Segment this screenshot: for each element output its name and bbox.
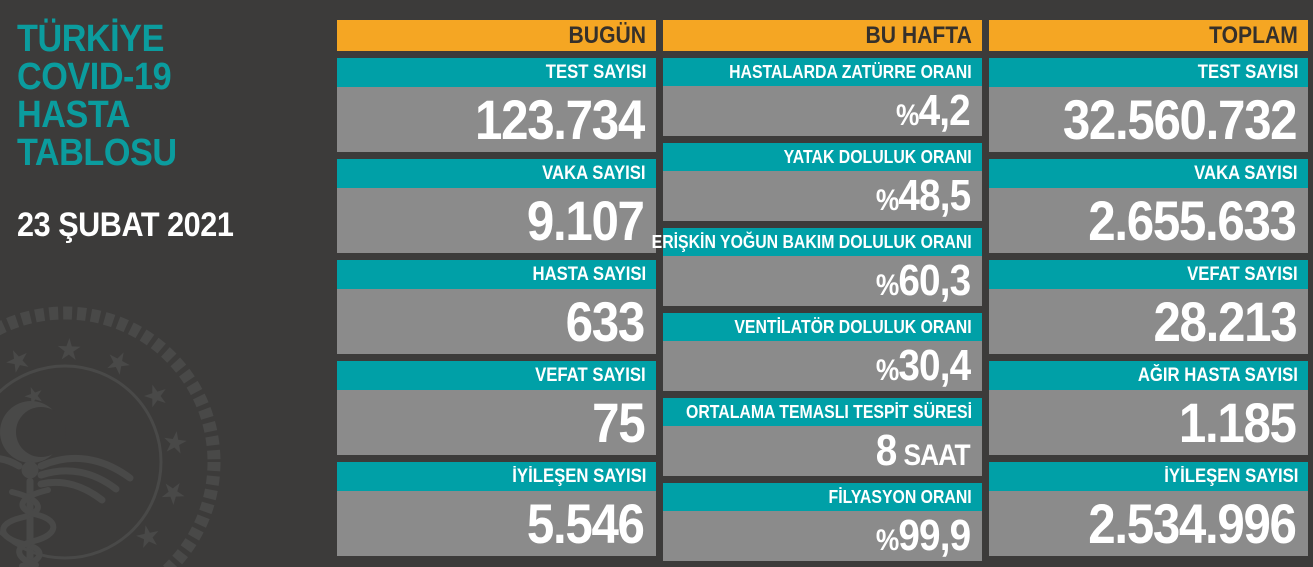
stat-value: %60,3	[663, 256, 982, 306]
stat-block-vefat-sayisi-toplam: VEFAT SAYISI 28.213	[989, 260, 1308, 354]
stat-value: 8 SAAT	[663, 426, 982, 476]
stat-block-vaka-sayisi-toplam: VAKA SAYISI 2.655.633	[989, 159, 1308, 253]
stat-label: VEFAT SAYISI	[989, 260, 1308, 289]
title-line-4: TABLOSU	[17, 132, 177, 174]
stat-value: 28.213	[989, 289, 1308, 354]
column-bu-hafta: BU HAFTA HASTALARDA ZATÜRRE ORANI %4,2 Y…	[652, 20, 982, 561]
stat-label: İYİLEŞEN SAYISI	[989, 462, 1308, 491]
stat-label: TEST SAYISI	[989, 58, 1308, 87]
title-line-3: HASTA	[17, 94, 131, 136]
report-date: 23 ŞUBAT 2021	[17, 206, 234, 244]
stat-label: HASTALARDA ZATÜRRE ORANI	[663, 58, 982, 86]
stat-value: 75	[337, 390, 656, 455]
stat-block-zaturre-orani: HASTALARDA ZATÜRRE ORANI %4,2	[663, 58, 982, 136]
title-line-2: COVID-19	[17, 56, 172, 98]
stat-block-agir-hasta-sayisi-toplam: AĞIR HASTA SAYISI 1.185	[989, 361, 1308, 455]
stat-label: AĞIR HASTA SAYISI	[989, 361, 1308, 390]
stat-block-hasta-sayisi-bugun: HASTA SAYISI 633	[337, 260, 656, 354]
stat-label: ERİŞKİN YOĞUN BAKIM DOLULUK ORANI	[652, 228, 982, 256]
page-title: TÜRKİYE COVID-19 HASTA TABLOSU	[17, 20, 194, 172]
stat-value: %30,4	[663, 341, 982, 391]
stat-block-test-sayisi-bugun: TEST SAYISI 123.734	[337, 58, 656, 152]
stat-label: ORTALAMA TEMASLI TESPİT SÜRESİ	[663, 398, 982, 426]
stat-value: %48,5	[663, 171, 982, 221]
stat-value: 5.546	[337, 491, 656, 556]
title-line-1: TÜRKİYE	[17, 18, 164, 60]
stat-block-yatak-doluluk-orani: YATAK DOLULUK ORANI %48,5	[663, 143, 982, 221]
stat-value: %99,9	[663, 511, 982, 561]
stat-block-iyilesen-sayisi-toplam: İYİLEŞEN SAYISI 2.534.996	[989, 462, 1308, 556]
stat-block-vefat-sayisi-bugun: VEFAT SAYISI 75	[337, 361, 656, 455]
stat-block-iyilesen-sayisi-bugun: İYİLEŞEN SAYISI 5.546	[337, 462, 656, 556]
stat-block-test-sayisi-toplam: TEST SAYISI 32.560.732	[989, 58, 1308, 152]
stat-label: TEST SAYISI	[337, 58, 656, 87]
stat-value: 123.734	[337, 87, 656, 152]
stat-label: VAKA SAYISI	[989, 159, 1308, 188]
column-header-bugun: BUGÜN	[337, 20, 656, 51]
stat-label: YATAK DOLULUK ORANI	[663, 143, 982, 171]
stat-label: FİLYASYON ORANI	[663, 483, 982, 511]
stat-label: VAKA SAYISI	[337, 159, 656, 188]
health-ministry-emblem-icon	[0, 306, 221, 567]
stat-label: HASTA SAYISI	[337, 260, 656, 289]
stat-label: İYİLEŞEN SAYISI	[337, 462, 656, 491]
column-bugun: BUGÜN TEST SAYISI 123.734 VAKA SAYISI 9.…	[337, 20, 656, 556]
stat-block-yogun-bakim-doluluk-orani: ERİŞKİN YOĞUN BAKIM DOLULUK ORANI %60,3	[652, 228, 982, 306]
stat-block-vaka-sayisi-bugun: VAKA SAYISI 9.107	[337, 159, 656, 253]
stat-value: 1.185	[989, 390, 1308, 455]
stat-value: 2.655.633	[989, 188, 1308, 253]
stat-label: VEFAT SAYISI	[337, 361, 656, 390]
stat-value: 32.560.732	[989, 87, 1308, 152]
column-toplam: TOPLAM TEST SAYISI 32.560.732 VAKA SAYIS…	[989, 20, 1308, 556]
stat-block-temasli-tespit-suresi: ORTALAMA TEMASLI TESPİT SÜRESİ 8 SAAT	[663, 398, 982, 476]
column-header-bu-hafta: BU HAFTA	[663, 20, 982, 51]
stat-value: 9.107	[337, 188, 656, 253]
stat-value: %4,2	[663, 86, 982, 136]
stat-value: 2.534.996	[989, 491, 1308, 556]
column-header-toplam: TOPLAM	[989, 20, 1308, 51]
stat-label: VENTİLATÖR DOLULUK ORANI	[663, 313, 982, 341]
stat-block-filyasyon-orani: FİLYASYON ORANI %99,9	[663, 483, 982, 561]
stat-block-ventilator-doluluk-orani: VENTİLATÖR DOLULUK ORANI %30,4	[663, 313, 982, 391]
stat-value: 633	[337, 289, 656, 354]
